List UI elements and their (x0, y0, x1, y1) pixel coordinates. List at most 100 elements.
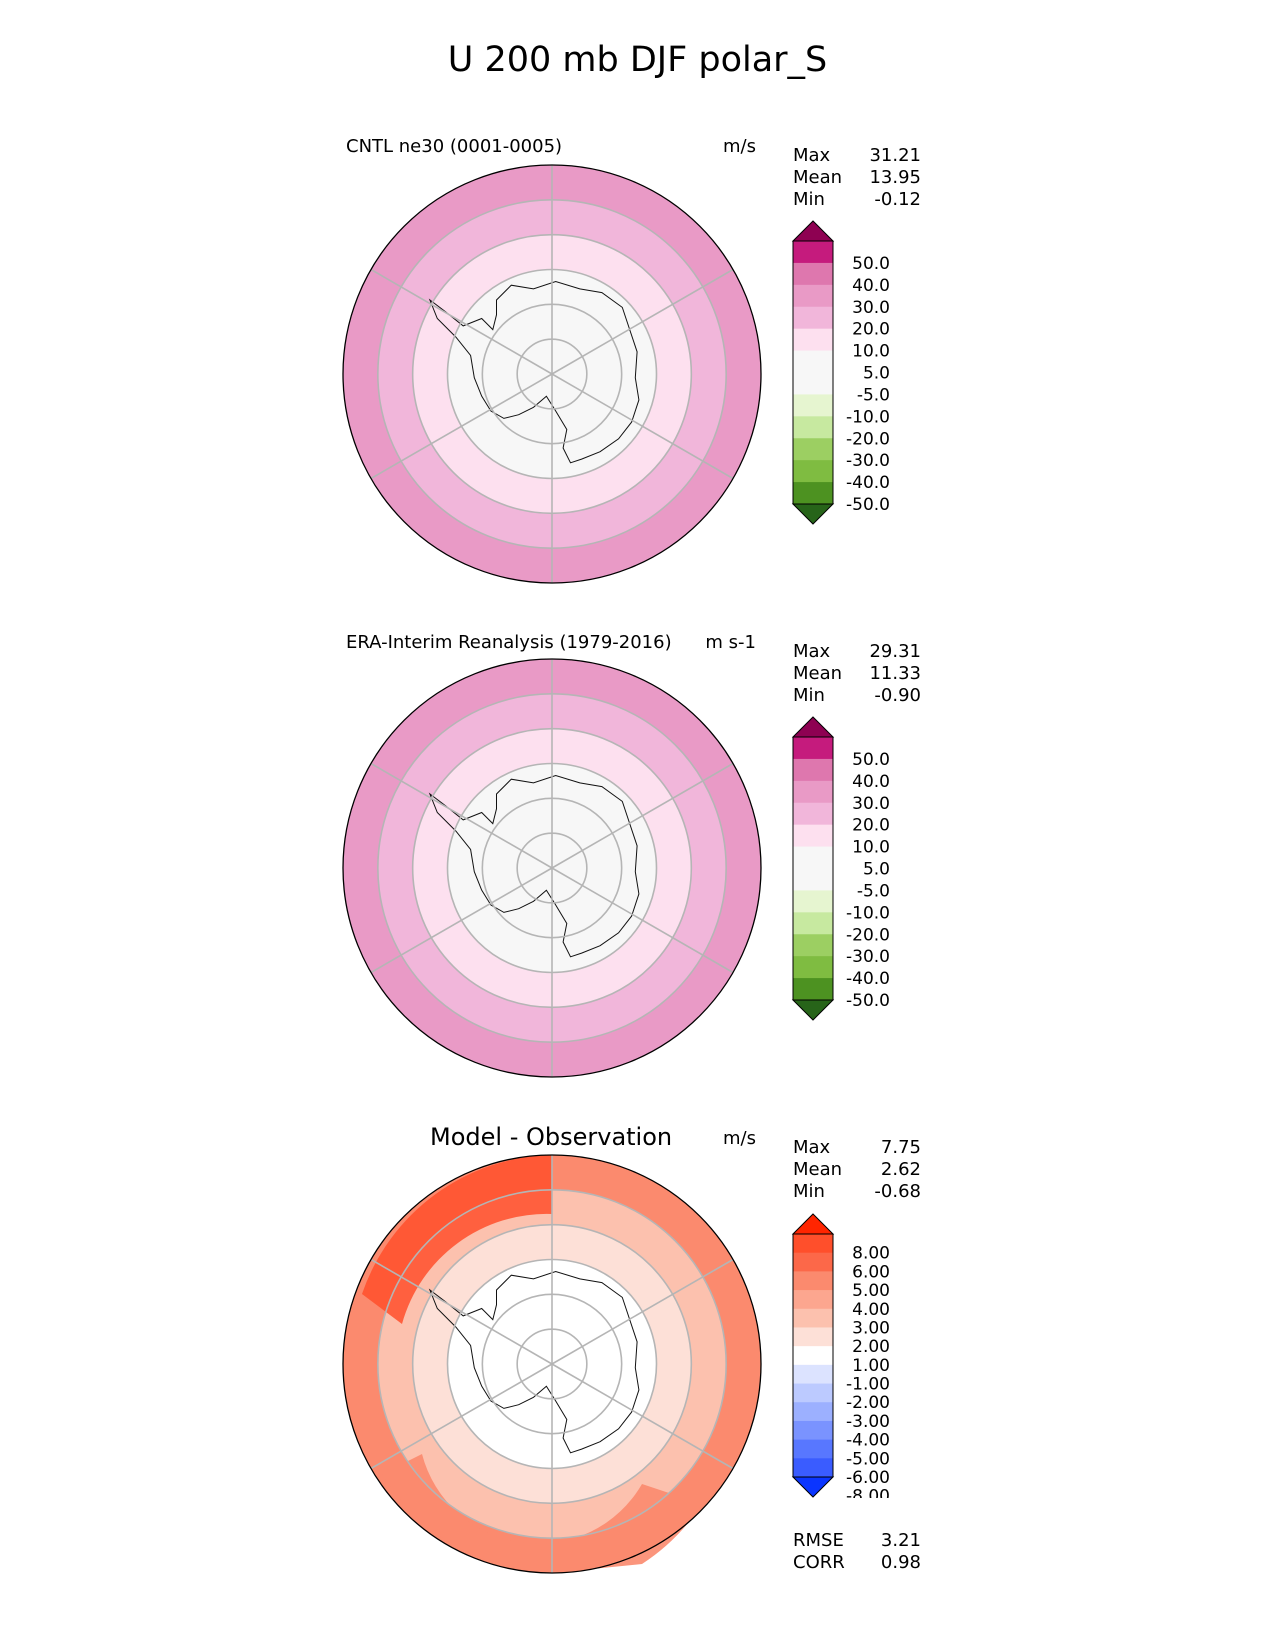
grid-meridian (370, 867, 553, 974)
stat-value: 11.33 (869, 663, 921, 684)
grid-meridian (551, 1363, 734, 1470)
colorbar-segment (793, 350, 833, 373)
grid-meridian (370, 373, 553, 480)
colorbar-extend-max (791, 220, 835, 242)
colorbar-extend-max (791, 1213, 835, 1235)
units-test: m/s (723, 136, 756, 157)
colorbar-tick-label: 10.0 (852, 838, 890, 858)
stat-value: 31.21 (869, 145, 921, 166)
stat-value: 29.31 (869, 641, 921, 662)
stats-diff: Max 7.75 Mean 2.62 Min -0.68 (793, 1137, 921, 1203)
colorbar-segment (793, 460, 833, 483)
colorbar-frame (792, 736, 834, 1001)
stat-label: Min (793, 189, 825, 210)
colorbar-extend-min (791, 503, 835, 525)
panel-title-test: CNTL ne30 (0001-0005) (346, 136, 563, 157)
stat-label: RMSE (793, 1530, 844, 1551)
colorbar-tick-label: -50.0 (846, 495, 890, 515)
colorbar-tick-label: -2.00 (846, 1393, 890, 1413)
colorbar-tick-label: 8.00 (852, 1244, 890, 1264)
grid-meridian (551, 867, 734, 974)
colorbar-segment (793, 262, 833, 286)
grid-meridian (551, 762, 734, 869)
colorbar-segment (793, 1458, 833, 1478)
colorbar-ref: 50.040.030.020.010.05.0-5.0-10.0-20.0-30… (791, 716, 890, 1021)
colorbar-segment (793, 1271, 833, 1291)
stat-label: Max (793, 1137, 831, 1158)
colorbar-tick-label: -5.00 (846, 1449, 890, 1469)
stats-test: Max 31.21 Mean 13.95 Min -0.12 (793, 145, 921, 211)
colorbar-tick-label: -40.0 (846, 969, 890, 989)
colorbar-segment (793, 372, 833, 395)
colorbar-frame (792, 240, 834, 505)
colorbar-segment (793, 1383, 833, 1403)
colorbar-segment (793, 780, 833, 804)
colorbar-extend-min (791, 1476, 835, 1498)
colorbar-diff: 8.006.005.004.003.002.001.00-1.00-2.00-3… (791, 1213, 890, 1498)
colorbar-segment (793, 1252, 833, 1272)
colorbar-tick-label: -20.0 (846, 925, 890, 945)
grid-meridian (551, 268, 734, 375)
colorbar-tick-label: 4.00 (852, 1300, 890, 1320)
colorbar-segment (793, 758, 833, 782)
colorbar-segment (793, 1308, 833, 1328)
stat-value: -0.90 (874, 685, 921, 706)
colorbar-segment (793, 241, 833, 264)
colorbar-tick-label: 5.00 (852, 1281, 890, 1301)
colorbar-tick-label: 30.0 (852, 794, 890, 814)
colorbar-segment (793, 1364, 833, 1385)
colorbar-test: 50.040.030.020.010.05.0-5.0-10.0-20.0-30… (791, 220, 890, 525)
colorbar-extend-min (791, 999, 835, 1021)
stat-value: -0.68 (874, 1181, 921, 1202)
stat-value: 13.95 (869, 167, 921, 188)
colorbar-tick-label: 20.0 (852, 816, 890, 836)
colorbar-segment (793, 328, 833, 352)
units-ref: m s-1 (705, 632, 756, 653)
colorbar-segment (793, 956, 833, 979)
colorbar-segment (793, 912, 833, 935)
colorbar-tick-label: -5.0 (857, 881, 890, 901)
colorbar-segment (793, 1346, 833, 1366)
colorbar-tick-label: 50.0 (852, 750, 890, 770)
stat-value: 7.75 (880, 1137, 921, 1158)
polar-map-diff (342, 1154, 762, 1574)
colorbar-segment (793, 1420, 833, 1441)
stat-label: Min (793, 685, 825, 706)
grid-meridian (370, 1363, 553, 1470)
colorbar-tick-label: -5.0 (857, 385, 890, 405)
colorbar-segment (793, 416, 833, 439)
colorbar-tick-label: -10.0 (846, 407, 890, 427)
colorbar-tick-label: 5.0 (863, 860, 890, 880)
colorbar-segment (793, 802, 833, 826)
colorbar-segment (793, 306, 833, 330)
colorbar-segment (793, 1327, 833, 1347)
map-boundary (342, 658, 762, 1078)
colorbar-segment (793, 824, 833, 848)
units-diff: m/s (723, 1128, 756, 1149)
colorbar-tick-label: 10.0 (852, 342, 890, 362)
stat-label: Min (793, 1181, 825, 1202)
anomaly-high-south (382, 1454, 702, 1573)
colorbar-tick-label: 3.00 (852, 1318, 890, 1338)
panel-title-ref: ERA-Interim Reanalysis (1979-2016) (346, 632, 672, 653)
colorbar-tick-label: -4.00 (846, 1431, 890, 1451)
grid-meridian (370, 762, 553, 869)
polar-map-test (342, 164, 762, 584)
colorbar-segment (793, 737, 833, 760)
colorbar-tick-label: -20.0 (846, 429, 890, 449)
colorbar-tick-label: -6.00 (846, 1468, 890, 1488)
polar-map-ref (342, 658, 762, 1078)
colorbar-tick-label: -1.00 (846, 1375, 890, 1395)
colorbar-tick-label: -40.0 (846, 473, 890, 493)
colorbar-frame (792, 1233, 834, 1478)
colorbar-segment (793, 1234, 833, 1254)
stat-label: Mean (793, 663, 843, 684)
stat-value: -0.12 (874, 189, 921, 210)
colorbar-tick-label: 40.0 (852, 772, 890, 792)
stat-label: CORR (793, 1552, 845, 1573)
colorbar-segment (793, 868, 833, 891)
figure-title: U 200 mb DJF polar_S (447, 40, 828, 80)
stats-ref: Max 29.31 Mean 11.33 Min -0.90 (793, 641, 921, 707)
colorbar-segment (793, 846, 833, 869)
stat-value: 2.62 (880, 1159, 921, 1180)
